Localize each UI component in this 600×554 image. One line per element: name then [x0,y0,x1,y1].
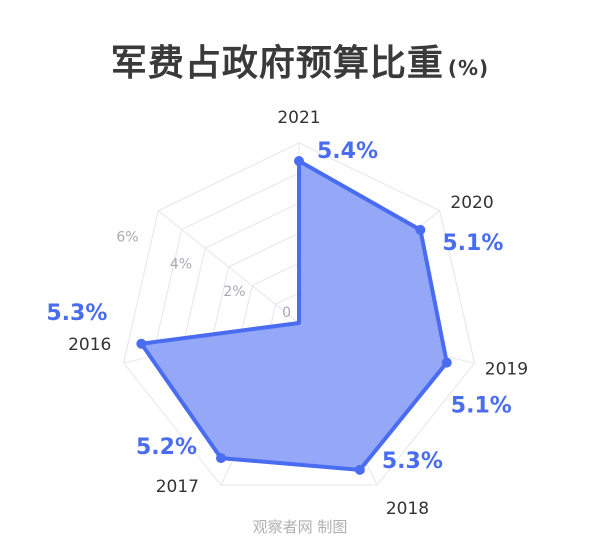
radar-point [354,464,365,475]
ring-labels: 0 2% 4% 6% [116,229,291,321]
radar-area [139,159,449,472]
title-unit: (%) [447,56,490,80]
value-label: 5.2% [136,435,197,460]
radar-labels: 2021 5.4% 2020 5.1% 2019 5.1% 2018 5.3% 2017 5.2%… [46,108,528,519]
chart-title: 军费占政府预算比重 (%) [0,34,600,86]
ring-tick-label: 6% [116,229,138,245]
category-label: 2020 [450,193,493,213]
source-credit: 观察者网 制图 [252,518,348,536]
radar-point [441,357,452,368]
value-label: 5.1% [451,394,512,419]
category-label: 2019 [485,360,528,380]
category-label: 2021 [277,108,320,128]
ring-tick-label: 4% [170,257,192,273]
radar-point [294,156,304,166]
category-label: 2016 [68,335,111,355]
radar-series [136,156,452,475]
radar-point [415,224,426,235]
category-label: 2018 [386,499,429,519]
ring-tick-label: 0 [282,305,291,321]
grid-ring [122,142,476,486]
title-text: 军费占政府预算比重 [110,43,444,84]
value-label: 5.3% [46,301,107,326]
radar-point [136,338,147,349]
grid-spoke [157,210,300,324]
value-label: 5.1% [442,231,503,256]
value-label: 5.3% [382,449,443,474]
category-label: 2017 [156,477,199,497]
ring-tick-label: 2% [223,284,245,300]
radar-point [216,453,226,464]
value-label: 5.4% [317,139,378,164]
